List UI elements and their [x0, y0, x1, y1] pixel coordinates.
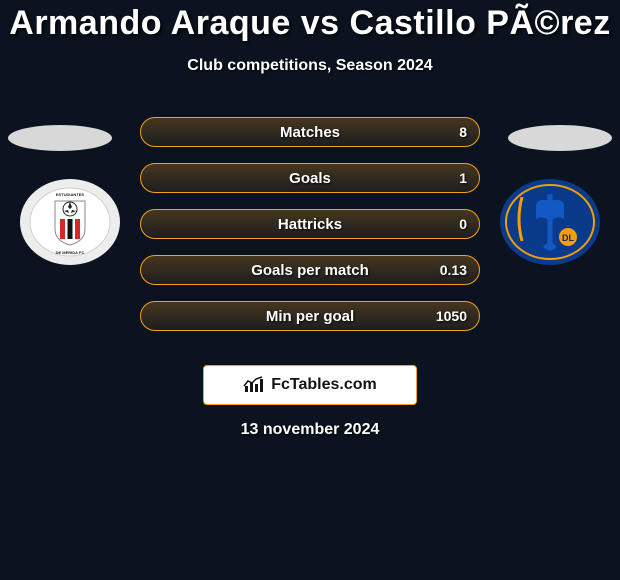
page-title: Armando Araque vs Castillo PÃ©rez	[0, 4, 620, 43]
stat-value: 8	[459, 124, 467, 140]
club-badge-left: ESTUDIANTES DE MERIDA FC	[20, 179, 120, 265]
stat-value: 0	[459, 216, 467, 232]
brand-text: FcTables.com	[271, 376, 377, 394]
stat-row-hattricks: Hattricks 0	[140, 209, 480, 239]
stat-row-matches: Matches 8	[140, 117, 480, 147]
stats-list: Matches 8 Goals 1 Hattricks 0 Goals per …	[140, 117, 480, 347]
competition-subtitle: Club competitions, Season 2024	[0, 57, 620, 75]
svg-text:DL: DL	[562, 233, 574, 243]
stat-label: Hattricks	[141, 216, 479, 233]
stat-value: 1	[459, 170, 467, 186]
svg-text:ESTUDIANTES: ESTUDIANTES	[56, 192, 85, 197]
player-shadow-left	[8, 125, 112, 151]
club-badge-right: DL	[500, 179, 600, 265]
stat-label: Min per goal	[141, 308, 479, 325]
stat-row-goals: Goals 1	[140, 163, 480, 193]
player-shadow-right	[508, 125, 612, 151]
brand-link[interactable]: FcTables.com	[203, 365, 417, 405]
la-guaira-badge-icon: DL	[500, 179, 600, 265]
stat-row-goals-per-match: Goals per match 0.13	[140, 255, 480, 285]
content-area: ESTUDIANTES DE MERIDA FC DL Matches 8	[0, 103, 620, 353]
chart-icon	[243, 376, 265, 394]
svg-text:DE MERIDA FC: DE MERIDA FC	[56, 250, 85, 255]
stat-value: 0.13	[440, 262, 467, 278]
snapshot-date: 13 november 2024	[0, 421, 620, 439]
stat-label: Goals per match	[141, 262, 479, 279]
stat-value: 1050	[436, 308, 467, 324]
stat-row-min-per-goal: Min per goal 1050	[140, 301, 480, 331]
stat-label: Goals	[141, 170, 479, 187]
stat-label: Matches	[141, 124, 479, 141]
estudiantes-badge-icon: ESTUDIANTES DE MERIDA FC	[20, 179, 120, 265]
widget-root: Armando Araque vs Castillo PÃ©rez Club c…	[0, 0, 620, 439]
